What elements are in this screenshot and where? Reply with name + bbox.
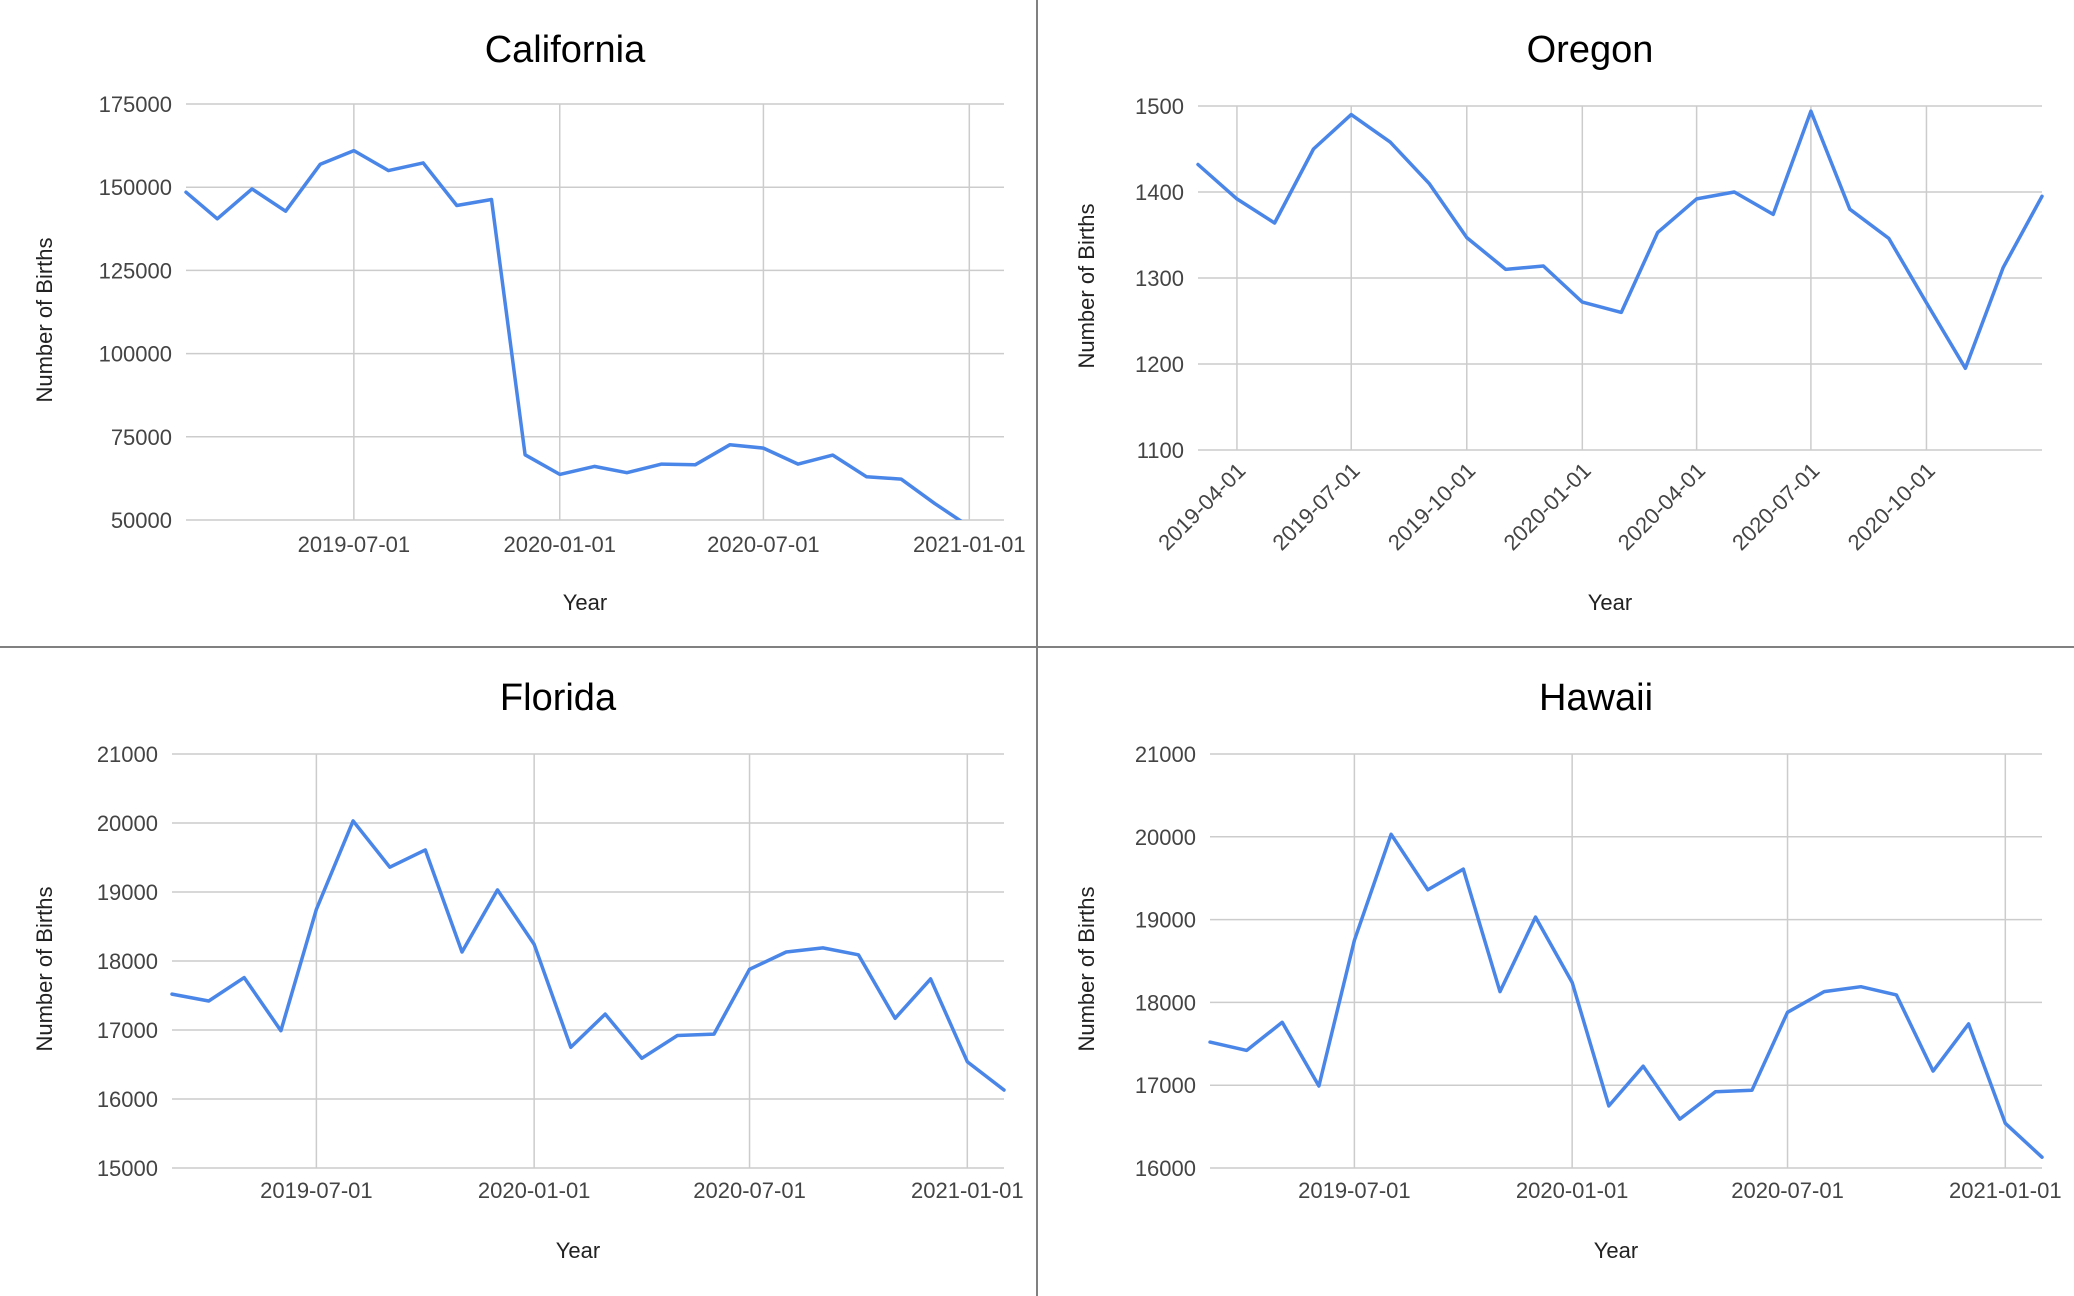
y-tick-label: 19000 [97,880,158,905]
y-tick-label: 21000 [97,742,158,767]
y-axis-title: Number of Births [1074,203,1099,368]
y-tick-label: 19000 [1135,908,1196,933]
x-axis-title: Year [1594,1238,1638,1263]
x-axis-title: Year [556,1238,600,1263]
x-tick-label: 2020-04-01 [1613,458,1710,555]
y-tick-label: 1300 [1135,266,1184,291]
y-axis-title: Number of Births [1074,886,1099,1051]
y-tick-label: 100000 [99,342,172,367]
y-tick-label: 75000 [111,425,172,450]
horizontal-divider [0,646,2074,648]
florida-chart-panel: Florida 15000 16000 17000 18000 19000 20000 210… [0,648,1036,1296]
y-tick-label: 125000 [99,258,172,283]
y-tick-label: 16000 [97,1087,158,1112]
x-tick-label: 2020-07-01 [707,532,820,557]
california-chart: California 50000 75000 100000 125000 150000 17… [32,29,1026,615]
oregon-chart-panel: Oregon 1100 1200 1300 1400 1500 2019-04-01 2019… [1038,0,2074,646]
y-tick-label: 15000 [97,1156,158,1181]
x-tick-label: 2020-01-01 [1516,1178,1629,1203]
x-axis-title: Year [1588,590,1632,615]
chart-title: Florida [500,677,617,719]
x-tick-label: 2020-01-01 [1499,458,1596,555]
y-tick-label: 21000 [1135,742,1196,767]
x-tick-label: 2020-10-01 [1843,458,1940,555]
florida-chart: Florida 15000 16000 17000 18000 19000 20000 210… [32,677,1024,1263]
y-tick-label: 20000 [1135,825,1196,850]
y-tick-label: 16000 [1135,1156,1196,1181]
x-tick-label: 2020-07-01 [1731,1178,1844,1203]
series-line [184,148,963,520]
y-tick-label: 175000 [99,92,172,117]
chart-title: Oregon [1527,29,1654,71]
y-tick-label: 17000 [1135,1073,1196,1098]
y-tick-label: 18000 [97,949,158,974]
x-tick-label: 2020-01-01 [478,1178,591,1203]
y-tick-label: 1500 [1135,94,1184,119]
x-tick-label: 2019-07-01 [260,1178,373,1203]
series-line [1208,832,2044,1159]
y-tick-label: 1100 [1137,438,1184,463]
x-tick-label: 2021-01-01 [911,1178,1024,1203]
x-tick-label: 2019-04-01 [1153,458,1250,555]
y-tick-label: 20000 [97,811,158,836]
y-tick-label: 18000 [1135,990,1196,1015]
series-line [170,819,1006,1092]
y-tick-label: 1400 [1135,180,1184,205]
x-tick-label: 2019-07-01 [1268,458,1365,555]
series-line [1196,109,2044,371]
x-tick-label: 2020-07-01 [1727,458,1824,555]
x-tick-label: 2021-01-01 [1949,1178,2062,1203]
y-tick-label: 150000 [99,175,172,200]
chart-title: Hawaii [1539,677,1653,719]
y-tick-label: 17000 [97,1018,158,1043]
x-tick-label: 2019-07-01 [1298,1178,1411,1203]
x-tick-label: 2020-07-01 [693,1178,806,1203]
x-tick-label: 2021-01-01 [913,532,1026,557]
y-tick-label: 1200 [1135,352,1184,377]
y-axis-title: Number of Births [32,237,57,402]
x-tick-label: 2020-01-01 [503,532,616,557]
y-tick-label: 50000 [111,508,172,533]
x-axis-title: Year [563,590,607,615]
x-tick-label: 2019-07-01 [298,532,411,557]
vertical-divider [1036,0,1038,1296]
y-axis-title: Number of Births [32,886,57,1051]
hawaii-chart-panel: Hawaii 16000 17000 18000 19000 20000 21000 2019… [1038,648,2074,1296]
hawaii-chart: Hawaii 16000 17000 18000 19000 20000 21000 2019… [1074,677,2062,1263]
chart-title: California [485,29,646,71]
california-chart-panel: California 50000 75000 100000 125000 150000 17… [0,0,1036,646]
x-tick-label: 2019-10-01 [1383,458,1480,555]
